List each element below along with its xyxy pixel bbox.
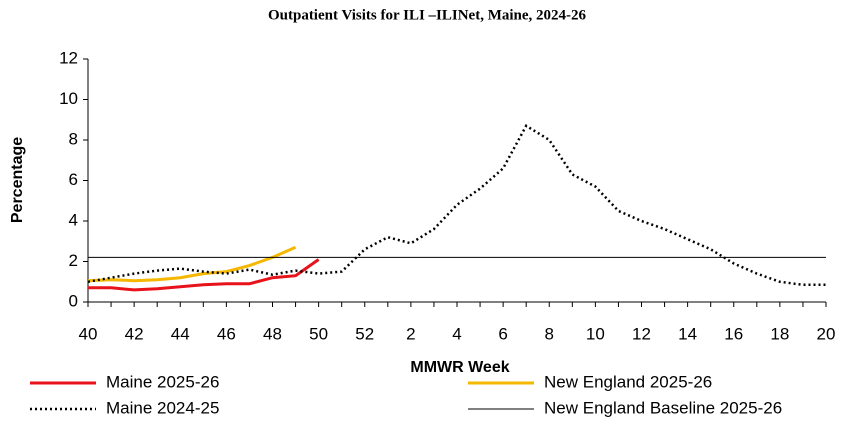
legend-label: New England 2025-26	[544, 372, 712, 391]
series-line	[88, 258, 320, 292]
x-tick-label: 18	[770, 324, 789, 343]
y-tick-label: 10	[59, 89, 78, 108]
chart-title: Outpatient Visits for ILI –ILINet, Maine…	[268, 7, 587, 23]
x-tick-label: 20	[817, 324, 836, 343]
x-tick-label: 8	[545, 324, 554, 343]
y-tick-label: 4	[69, 210, 78, 229]
y-tick-label: 6	[69, 170, 78, 189]
x-axis-title: MMWR Week	[410, 359, 509, 376]
x-tick-label: 44	[171, 324, 190, 343]
x-tick-label: 50	[309, 324, 328, 343]
x-tick-label: 52	[355, 324, 374, 343]
y-tick-label: 2	[69, 251, 78, 270]
legend-label: Maine 2024-25	[106, 398, 219, 417]
legend-label: Maine 2025-26	[106, 372, 219, 391]
series-line	[87, 124, 826, 287]
series-line	[87, 245, 297, 283]
x-tick-label: 16	[724, 324, 743, 343]
y-tick-label: 12	[59, 48, 78, 67]
x-tick-label: 42	[125, 324, 144, 343]
y-axis-title: Percentage	[9, 137, 26, 223]
x-tick-label: 10	[586, 324, 605, 343]
x-tick-label: 40	[79, 324, 98, 343]
x-tick-label: 46	[217, 324, 236, 343]
y-tick-label: 8	[69, 129, 78, 148]
x-tick-label: 2	[406, 324, 415, 343]
x-tick-label: 4	[452, 324, 461, 343]
x-tick-label: 6	[498, 324, 507, 343]
x-tick-label: 12	[632, 324, 651, 343]
x-tick-label: 48	[263, 324, 282, 343]
legend-label: New England Baseline 2025-26	[544, 398, 782, 417]
x-tick-label: 14	[678, 324, 697, 343]
y-tick-label: 0	[69, 291, 78, 310]
